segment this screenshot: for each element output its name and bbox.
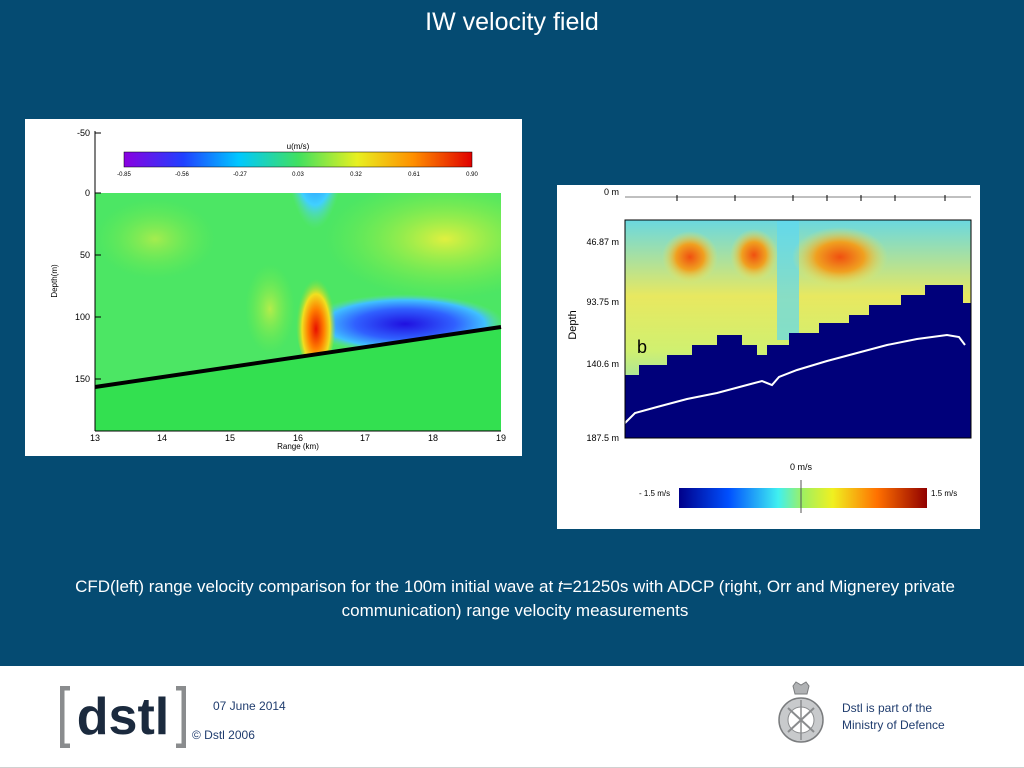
cfd-colorbar-tick: 0.61 — [408, 172, 420, 178]
cfd-x-tick: 19 — [496, 433, 506, 443]
cfd-y-tickmarks — [95, 132, 101, 380]
cfd-velocity-field — [95, 193, 501, 431]
mod-text-line2: Ministry of Defence — [842, 718, 945, 732]
cfd-velocity-plot: u(m/s) -0.85 -0.56 -0.27 0.03 0.32 0.61 … — [50, 128, 506, 451]
cfd-colorbar-title: u(m/s) — [287, 142, 310, 151]
caption-italic-t: t — [557, 577, 563, 596]
cfd-colorbar — [123, 151, 473, 168]
caption-text-part2: =21250s with ADCP (right, Orr and Migner… — [341, 577, 955, 620]
adcp-y-axis-label: Depth — [567, 310, 579, 339]
adcp-colorbar-max-label: 1.5 m/s — [931, 489, 957, 498]
adcp-colorbar-min-label: - 1.5 m/s — [639, 489, 670, 498]
adcp-depth-tick: 140.6 m — [586, 359, 619, 369]
cfd-x-tick: 14 — [157, 433, 167, 443]
slide-title: IW velocity field — [425, 8, 599, 36]
dstl-logo-graphic: dstl — [59, 685, 187, 749]
cfd-y-tick: 150 — [75, 374, 90, 384]
mod-crest-icon — [776, 680, 826, 750]
adcp-colorbar — [679, 488, 927, 508]
adcp-depth-tick: 187.5 m — [586, 433, 619, 443]
cfd-x-tick: 17 — [360, 433, 370, 443]
adcp-depth-tick: 46.87 m — [586, 237, 619, 247]
dstl-logo: dstl — [59, 685, 187, 749]
seabed-line — [94, 325, 502, 389]
adcp-panel-letter: b — [637, 337, 647, 357]
cfd-velocity-figure: u(m/s) -0.85 -0.56 -0.27 0.03 0.32 0.61 … — [25, 119, 522, 456]
dstl-logo-text: dstl — [77, 688, 169, 746]
footer-date: 07 June 2014 — [213, 699, 286, 713]
cfd-x-tick: 13 — [90, 433, 100, 443]
adcp-bottom-track-line — [624, 333, 966, 424]
cfd-y-tick: 50 — [80, 250, 90, 260]
cfd-y-tick: 100 — [75, 312, 90, 322]
cfd-colorbar-tick: 0.90 — [466, 172, 478, 178]
cfd-x-tick: 18 — [428, 433, 438, 443]
mod-crest-graphic — [778, 681, 824, 743]
slide-caption: CFD(left) range velocity comparison for … — [40, 575, 990, 623]
adcp-velocity-plot: 0 m 46.87 m 93.75 m 140.6 m 187.5 m Dept… — [567, 187, 972, 513]
adcp-velocity-figure: 0 m 46.87 m 93.75 m 140.6 m 187.5 m Dept… — [557, 185, 980, 529]
adcp-colorbar-center-label: 0 m/s — [790, 462, 813, 472]
adcp-depth-tick: 93.75 m — [586, 297, 619, 307]
cfd-colorbar-tick: 0.32 — [350, 172, 362, 178]
adcp-seabed-region — [625, 285, 971, 438]
adcp-plot-frame — [624, 219, 972, 439]
cfd-y-axis-label: Depth(m) — [50, 264, 59, 298]
footer-copyright: © Dstl 2006 — [192, 728, 255, 742]
footer: dstl 07 June 2014 © Dstl 2006 Dstl is pa… — [0, 666, 1024, 768]
cfd-colorbar-tick: 0.03 — [292, 172, 304, 178]
slide-area: IW velocity field — [0, 0, 1024, 666]
cfd-x-tick: 16 — [293, 433, 303, 443]
cfd-colorbar-tick: -0.85 — [117, 172, 131, 178]
cfd-x-axis-label: Range (km) — [277, 442, 319, 451]
adcp-depth-tick: 0 m — [604, 187, 619, 197]
adcp-top-tickmarks — [676, 195, 946, 201]
caption-text-part1: CFD(left) range velocity comparison for … — [75, 577, 558, 596]
cfd-y-tick: -50 — [77, 128, 90, 138]
mod-text-line1: Dstl is part of the — [842, 701, 933, 715]
cfd-y-tick: 0 — [85, 188, 90, 198]
cfd-colorbar-tick: -0.56 — [175, 172, 189, 178]
cfd-colorbar-tick: -0.27 — [233, 172, 247, 178]
cfd-x-tick: 15 — [225, 433, 235, 443]
